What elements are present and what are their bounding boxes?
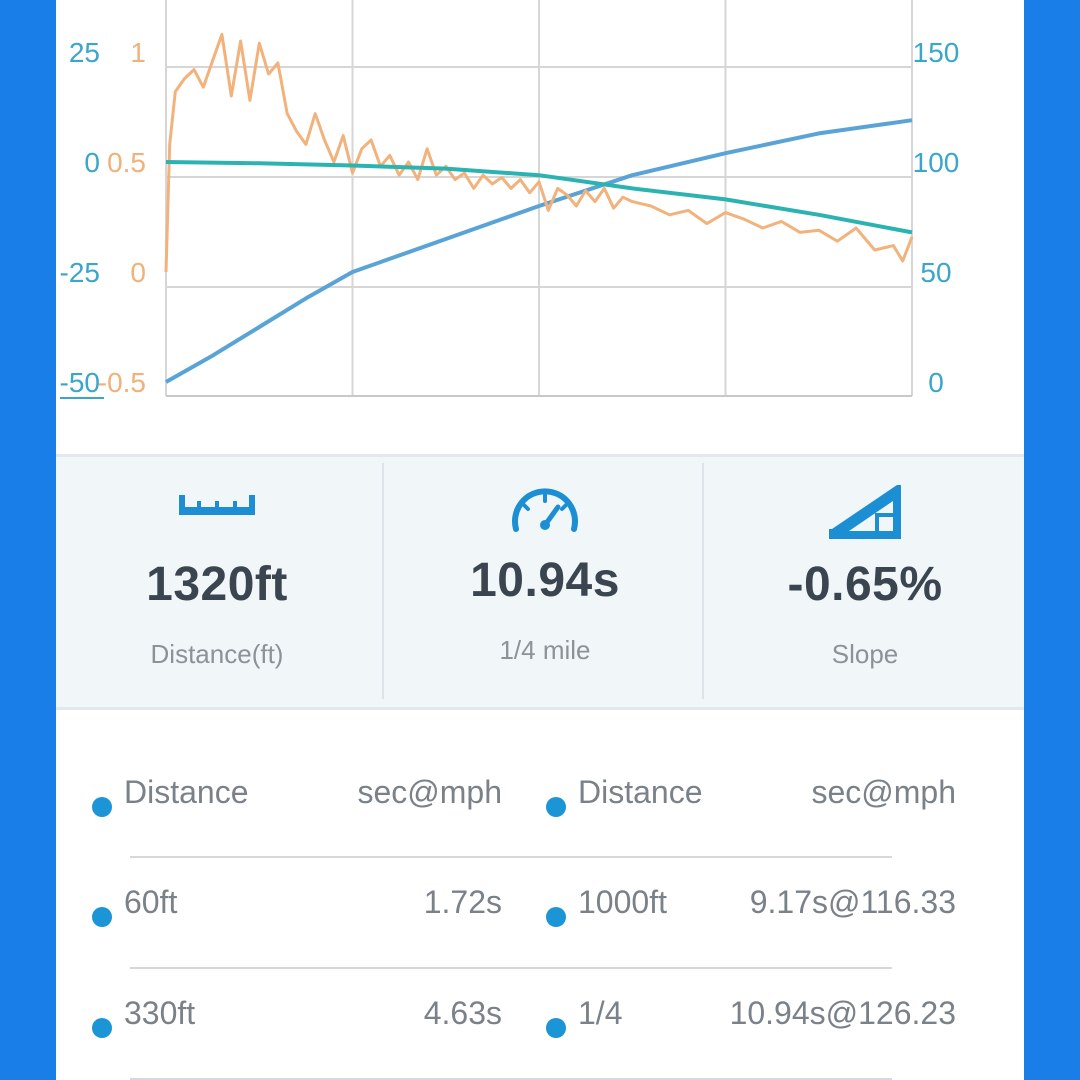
stats-panel: 1320ft Distance(ft) 10.94s 1/4 mile	[56, 454, 1024, 710]
divider	[130, 1078, 892, 1080]
divider	[130, 856, 892, 858]
app-screen: 25 0 -25 -50 1 0.5 0 -0.5 150 100 50 0 1320ft Dista…	[56, 0, 1024, 1080]
bullet-icon	[546, 907, 566, 927]
row-time: 1.72s	[423, 884, 502, 920]
y-tick-label-left-inner: -0.5	[98, 367, 146, 398]
bullet-icon	[546, 1018, 566, 1038]
series-line-speed	[165, 118, 913, 384]
y-tick-label-left-inner: 0	[130, 257, 146, 288]
split-times-table: Distance sec@mph Distance sec@mph 60ft 1…	[56, 740, 1024, 1080]
bullet-icon	[92, 797, 112, 817]
y-tick-label-right: 50	[920, 257, 951, 288]
y-tick-label-left-outer: 25	[69, 37, 100, 68]
stat-label: 1/4 mile	[499, 635, 591, 665]
row-distance: 1/4	[578, 995, 623, 1031]
table-row: 60ft 1.72s 1000ft 9.17s@116.33	[56, 850, 1024, 960]
slope-icon	[704, 481, 1024, 541]
row-time-speed: 10.94s@126.23	[729, 995, 956, 1031]
divider	[130, 967, 892, 969]
stat-label: Slope	[831, 639, 899, 669]
y-tick-label-left-inner: 1	[130, 37, 146, 68]
ruler-icon	[56, 485, 378, 545]
y-tick-label-right: 0	[928, 367, 944, 398]
bullet-icon	[92, 1018, 112, 1038]
series-line-slope	[165, 160, 913, 235]
stat-value: -0.65%	[787, 558, 943, 611]
y-tick-label-left-outer: 0	[84, 147, 100, 178]
stat-value: 10.94s	[470, 554, 620, 607]
stat-distance: 1320ft Distance(ft)	[56, 457, 378, 707]
y-tick-label-right: 100	[913, 147, 960, 178]
header-sec-mph: sec@mph	[811, 774, 956, 810]
series-line-acceleration	[164, 32, 914, 273]
header-sec-mph: sec@mph	[357, 774, 502, 810]
table-row: 330ft 4.63s 1/4 10.94s@126.23	[56, 961, 1024, 1071]
stat-quarter-mile: 10.94s 1/4 mile	[384, 457, 706, 707]
bullet-icon	[546, 797, 566, 817]
header-distance: Distance	[124, 774, 249, 810]
table-header-row: Distance sec@mph Distance sec@mph	[56, 740, 1024, 850]
performance-chart: 25 0 -25 -50 1 0.5 0 -0.5 150 100 50 0	[56, 0, 1024, 430]
divider	[382, 463, 384, 699]
y-tick-label-left-outer: -50	[60, 367, 100, 398]
header-distance: Distance	[578, 774, 703, 810]
row-time: 4.63s	[423, 995, 502, 1031]
divider	[702, 463, 704, 699]
y-tick-label-left-inner: 0.5	[107, 147, 146, 178]
stat-label: Distance(ft)	[150, 639, 284, 669]
y-tick-label-right: 150	[913, 37, 960, 68]
bullet-icon	[92, 907, 112, 927]
row-distance: 330ft	[124, 995, 196, 1031]
row-distance: 1000ft	[578, 884, 667, 920]
speedometer-icon	[384, 485, 706, 545]
stat-slope: -0.65% Slope	[704, 457, 1024, 707]
y-tick-label-left-outer: -25	[60, 257, 100, 288]
row-time-speed: 9.17s@116.33	[749, 884, 956, 920]
stat-value: 1320ft	[146, 558, 288, 611]
row-distance: 60ft	[124, 884, 178, 920]
